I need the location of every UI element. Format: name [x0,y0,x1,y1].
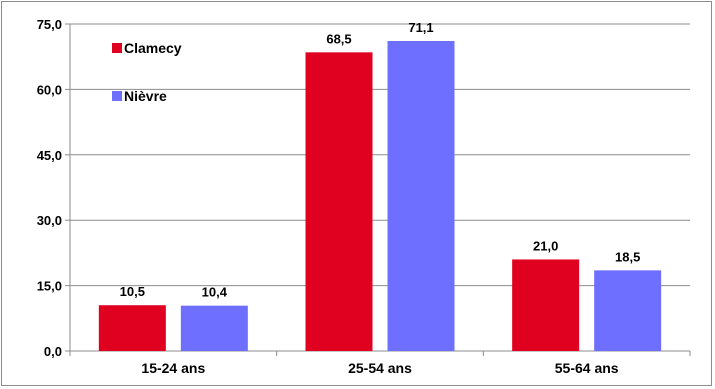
bars [98,41,662,352]
data-label: 10,5 [120,284,145,299]
data-label: 18,5 [615,249,640,264]
x-tick-label: 15-24 ans [141,360,205,376]
data-label: 10,4 [202,285,228,300]
data-label: 71,1 [408,20,433,35]
x-tick-label: 25-54 ans [348,360,412,376]
x-tick-label: 55-64 ans [555,360,619,376]
legend-swatch [112,43,122,53]
y-tick-label: 60,0 [37,82,62,97]
bar-nièvre [387,41,455,352]
y-tick-label: 75,0 [37,17,62,32]
gridlines [70,23,690,287]
y-tick-label: 30,0 [37,213,62,228]
legend-label: Clamecy [124,40,182,56]
bar-nièvre [594,270,662,351]
bar-clamecy [98,305,166,351]
y-tick-label: 45,0 [37,148,62,163]
bar-nièvre [180,305,248,351]
data-label: 21,0 [533,238,558,253]
bar-clamecy [512,259,580,351]
legend-label: Nièvre [124,88,167,104]
axes: 0,0 15,0 30,0 45,0 60,0 75,0 15-24 ans 25-54 an… [37,17,691,376]
data-labels: 10,5 10,4 68,5 71,1 21,0 18,5 [120,20,641,300]
y-tick-label: 0,0 [44,344,62,359]
bar-clamecy [305,52,373,352]
y-tick-label: 15,0 [37,279,62,294]
data-label: 68,5 [326,31,351,46]
legend: Clamecy Nièvre [112,40,182,104]
legend-swatch [112,91,122,101]
